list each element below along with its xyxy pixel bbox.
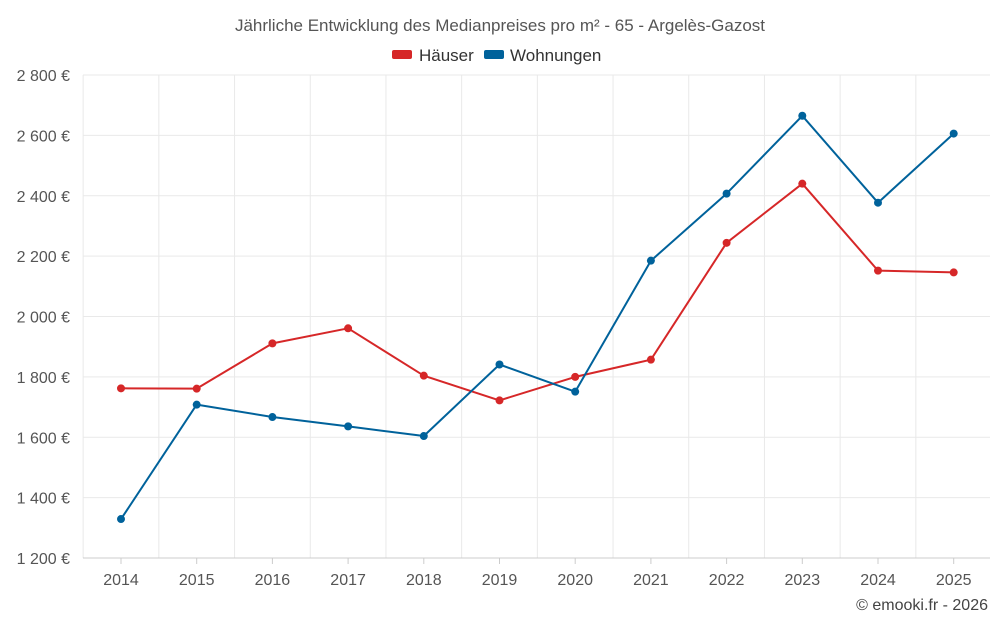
data-point-wohnungen	[722, 189, 731, 198]
y-tick-label: 2 600 €	[17, 128, 70, 145]
axes: 1 200 € 1 400 € 1 600 € 1 800 € 2 000 € 2 200…	[17, 68, 990, 589]
x-tick-label: 2025	[936, 572, 972, 589]
chart-title: Jährliche Entwicklung des Medianpreises …	[235, 16, 765, 35]
y-tick-label: 2 200 €	[17, 249, 70, 266]
x-tick-label: 2020	[557, 572, 593, 589]
x-tick-label: 2021	[633, 572, 669, 589]
x-tick-label: 2016	[255, 572, 291, 589]
data-point-haeuser	[646, 355, 655, 364]
legend-label-wohnungen[interactable]: Wohnungen	[510, 46, 601, 65]
x-tick-label: 2015	[179, 572, 215, 589]
data-point-haeuser	[798, 179, 807, 188]
data-point-haeuser	[192, 384, 201, 393]
y-tick-label: 1 200 €	[17, 551, 70, 568]
data-point-wohnungen	[495, 360, 504, 369]
data-point-haeuser	[571, 372, 580, 381]
data-point-haeuser	[495, 396, 504, 405]
x-tick-label: 2017	[330, 572, 366, 589]
grid	[82, 74, 990, 559]
x-tick-label: 2014	[103, 572, 139, 589]
data-point-wohnungen	[874, 198, 882, 207]
data-point-haeuser	[874, 266, 882, 275]
data-point-haeuser	[268, 339, 277, 348]
y-tick-label: 1 800 €	[17, 370, 70, 387]
data-point-wohnungen	[192, 400, 201, 409]
legend-swatch-wohnungen	[484, 50, 504, 59]
data-point-wohnungen	[419, 432, 428, 441]
data-point-wohnungen	[571, 387, 580, 396]
x-tick-label: 2019	[482, 572, 518, 589]
legend-swatch-haeuser	[392, 50, 412, 59]
series-line-wohnungen	[120, 114, 955, 520]
data-point-haeuser	[722, 238, 731, 247]
x-tick-label: 2022	[709, 572, 745, 589]
data-point-haeuser	[949, 268, 958, 277]
data-point-wohnungen	[344, 422, 353, 431]
y-tick-label: 2 800 €	[17, 68, 70, 85]
y-tick-label: 1 400 €	[17, 491, 70, 508]
data-point-wohnungen	[117, 515, 125, 524]
x-tick-label: 2023	[785, 572, 821, 589]
y-tick-label: 2 400 €	[17, 189, 70, 206]
data-point-haeuser	[117, 384, 125, 393]
data-point-wohnungen	[949, 129, 958, 138]
legend: Häuser Wohnungen	[392, 46, 601, 65]
legend-label-haeuser[interactable]: Häuser	[419, 46, 474, 65]
y-tick-label: 1 600 €	[17, 430, 70, 447]
y-tick-label: 2 000 €	[17, 310, 70, 327]
data-point-haeuser	[344, 324, 353, 333]
series	[117, 111, 958, 524]
credit-text: © emooki.fr - 2026	[856, 597, 988, 614]
data-point-haeuser	[419, 371, 428, 380]
x-tick-label: 2024	[860, 572, 896, 589]
x-tick-label: 2018	[406, 572, 442, 589]
data-point-wohnungen	[646, 256, 655, 265]
data-point-wohnungen	[268, 413, 277, 422]
series-line-haeuser	[120, 182, 954, 402]
data-point-wohnungen	[798, 111, 807, 120]
